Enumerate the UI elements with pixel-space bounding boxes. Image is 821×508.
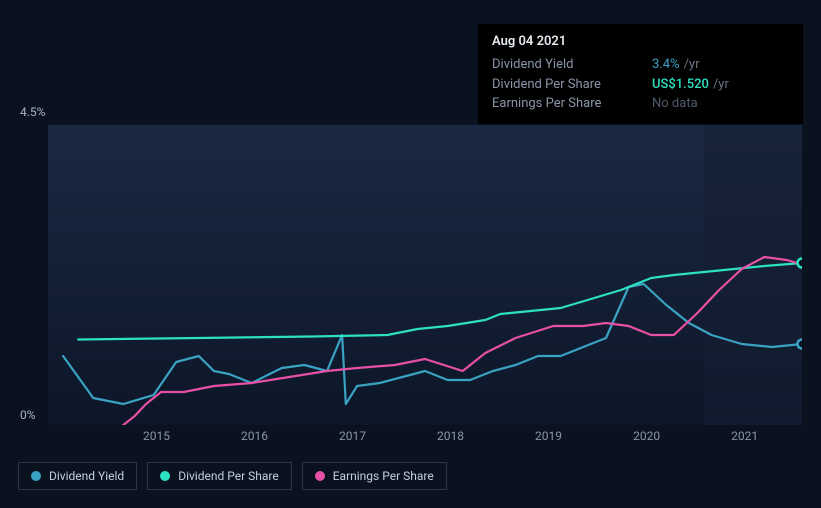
legend: Dividend Yield Dividend Per Share Earnin… — [18, 462, 447, 490]
tooltip-label: Earnings Per Share — [492, 94, 652, 114]
x-axis-label: 2015 — [143, 429, 170, 443]
tooltip-row: Dividend Per Share US$1.520/yr — [492, 75, 789, 95]
y-axis-max: 4.5% — [20, 105, 45, 119]
x-axis-label: 2021 — [731, 429, 758, 443]
chart-area: 4.5% 0% Past 201520162017201820192020202… — [18, 105, 804, 445]
tooltip-unit: /yr — [684, 57, 700, 72]
legend-label: Dividend Per Share — [178, 469, 279, 483]
legend-dot — [315, 471, 325, 481]
y-axis-min: 0% — [20, 408, 36, 422]
tooltip-value: 3.4% — [652, 57, 680, 72]
x-axis-label: 2017 — [339, 429, 366, 443]
x-axis-label: 2016 — [241, 429, 268, 443]
tooltip-row: Dividend Yield 3.4% /yr — [492, 55, 789, 75]
legend-label: Earnings Per Share — [333, 469, 434, 483]
chart-tooltip: Aug 04 2021 Dividend Yield 3.4% /yr Divid… — [478, 24, 803, 124]
tooltip-unit: /yr — [713, 77, 729, 92]
legend-item-dividend-per-share[interactable]: Dividend Per Share — [147, 462, 292, 490]
x-axis-label: 2020 — [633, 429, 660, 443]
tooltip-label: Dividend Yield — [492, 55, 652, 75]
legend-dot — [31, 471, 41, 481]
tooltip-label: Dividend Per Share — [492, 75, 652, 95]
x-axis-label: 2019 — [535, 429, 562, 443]
x-axis-label: 2018 — [437, 429, 464, 443]
tooltip-date: Aug 04 2021 — [492, 34, 789, 49]
legend-item-earnings-per-share[interactable]: Earnings Per Share — [302, 462, 447, 490]
tooltip-nodata: No data — [652, 94, 698, 114]
chart-plot[interactable] — [48, 125, 802, 425]
legend-item-dividend-yield[interactable]: Dividend Yield — [18, 462, 137, 490]
tooltip-row: Earnings Per Share No data — [492, 94, 789, 114]
legend-dot — [160, 471, 170, 481]
legend-label: Dividend Yield — [49, 469, 124, 483]
tooltip-value: US$1.520 — [652, 77, 709, 92]
